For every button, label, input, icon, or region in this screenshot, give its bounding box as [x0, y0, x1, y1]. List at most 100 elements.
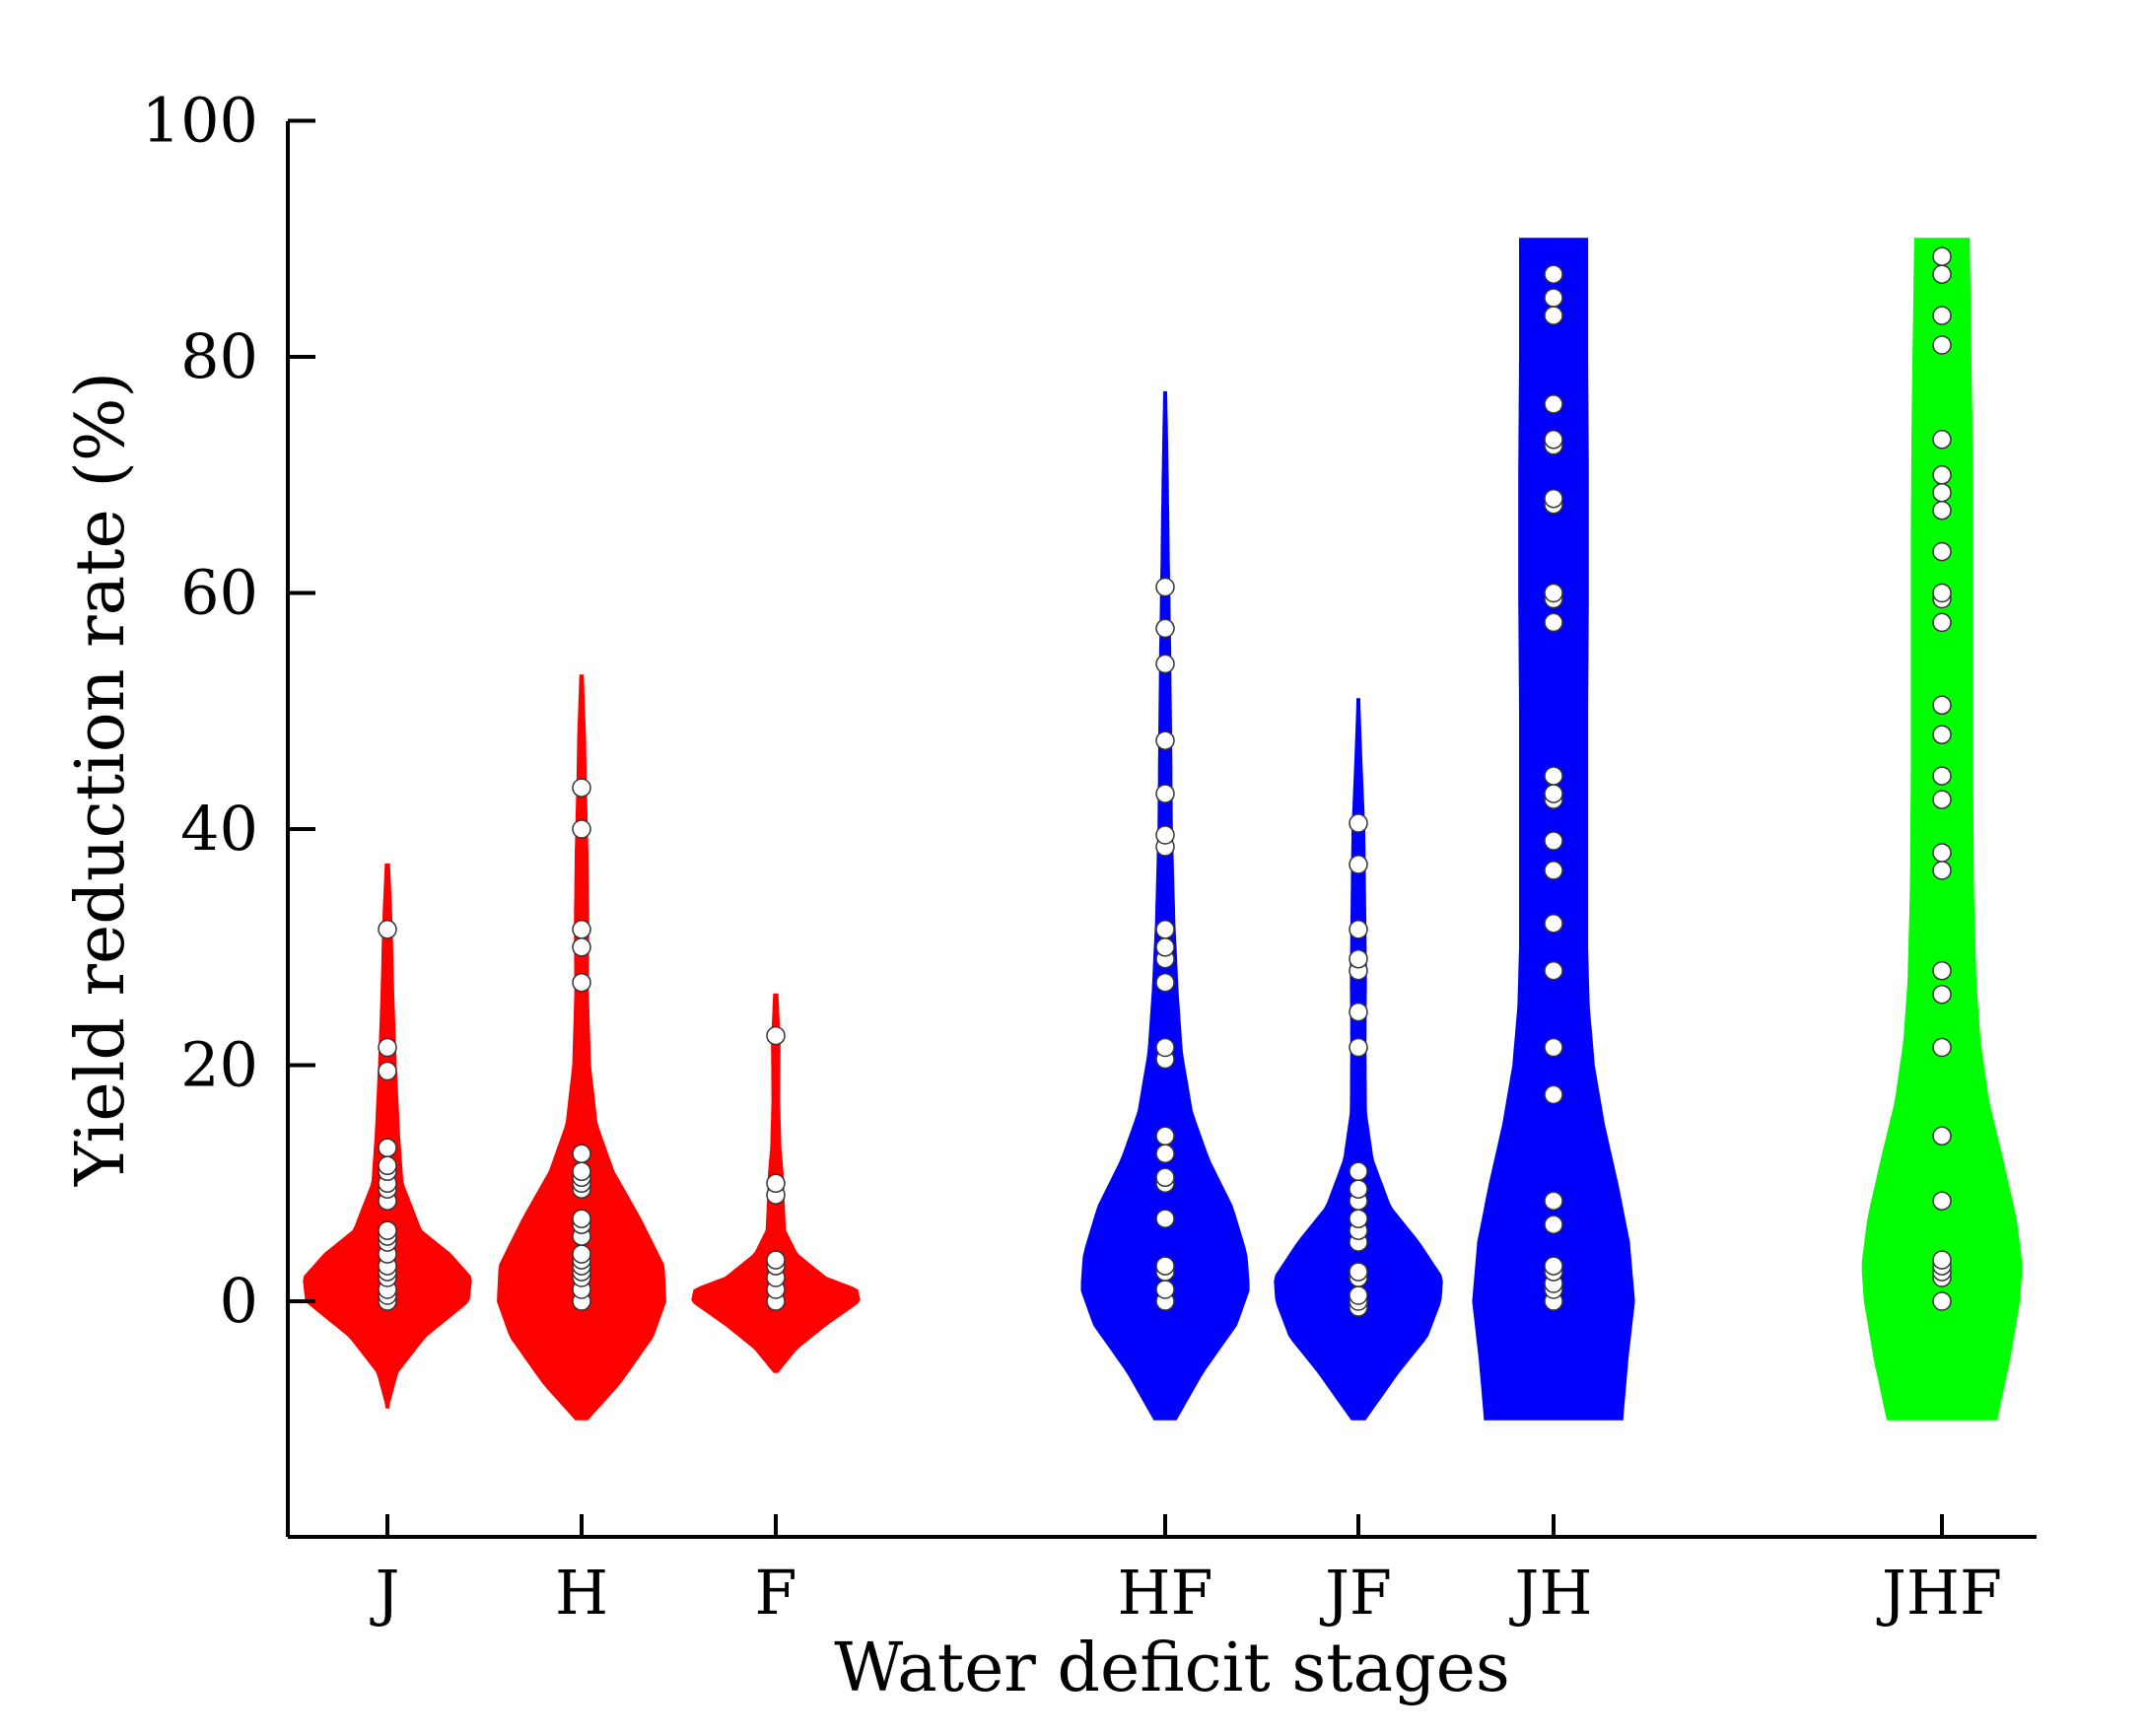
data-point-jh-23	[1544, 394, 1563, 414]
data-point-jhf-7	[1932, 1037, 1952, 1058]
data-point-jh-20	[1544, 488, 1563, 509]
data-point-jf-4	[1349, 1262, 1368, 1282]
data-point-jhf-4	[1932, 1250, 1952, 1270]
data-point-hf-21	[1155, 577, 1175, 597]
data-point-jhf-23	[1932, 430, 1952, 450]
data-point-hf-18	[1155, 730, 1175, 750]
data-point-jh-4	[1544, 1256, 1563, 1276]
data-point-hf-1	[1155, 1280, 1175, 1299]
data-point-jh-14	[1544, 784, 1563, 803]
data-point-hf-13	[1155, 937, 1175, 957]
data-point-jf-12	[1349, 1002, 1368, 1022]
data-point-jf-17	[1349, 813, 1368, 833]
data-point-jh-10	[1544, 914, 1563, 934]
data-point-jh-9	[1544, 960, 1563, 981]
data-point-h-9	[572, 1209, 591, 1228]
violin-hf	[1080, 390, 1250, 1421]
data-point-jf-2	[1349, 1285, 1368, 1305]
violin-h	[497, 674, 666, 1421]
data-point-jf-14	[1349, 948, 1368, 969]
data-point-hf-16	[1155, 825, 1175, 845]
x-tick-label-jh: JH	[1509, 1557, 1593, 1629]
data-point-f-7	[766, 1025, 786, 1046]
data-point-jf-11	[1349, 1037, 1368, 1058]
data-point-jhf-21	[1932, 482, 1952, 503]
data-point-h-6	[572, 1244, 591, 1264]
data-point-jf-7	[1349, 1209, 1368, 1228]
data-point-hf-7	[1155, 1144, 1175, 1164]
data-point-jh-12	[1544, 831, 1563, 851]
data-point-jhf-27	[1932, 246, 1952, 266]
y-ticks: 0 20 40 60 80 100	[142, 85, 315, 1337]
data-point-hf-17	[1155, 784, 1175, 803]
data-point-jh-11	[1544, 861, 1563, 880]
data-point-jf-16	[1349, 855, 1368, 874]
y-axis-title: Yield reduction rate (%)	[62, 372, 140, 1187]
data-point-h-17	[572, 920, 591, 939]
x-ticks: J H F HF JF JH JHF	[370, 1514, 2002, 1629]
data-point-jhf-13	[1932, 766, 1952, 786]
x-tick-label-f: F	[754, 1557, 796, 1629]
data-point-hf-3	[1155, 1256, 1175, 1276]
data-point-jhf-11	[1932, 843, 1952, 863]
data-point-jf-15	[1349, 920, 1368, 939]
data-point-jh-7	[1544, 1084, 1563, 1105]
data-point-hf-10	[1155, 1037, 1175, 1058]
data-point-jhf-22	[1932, 465, 1952, 485]
data-point-jhf-24	[1932, 335, 1952, 355]
y-tick-label-40: 40	[180, 793, 258, 865]
data-point-h-18	[572, 819, 591, 839]
data-point-jhf-25	[1932, 306, 1952, 325]
data-point-h-14	[572, 1144, 591, 1164]
data-point-jh-6	[1544, 1191, 1563, 1211]
data-point-jhf-18	[1932, 583, 1952, 603]
y-tick-label-60: 60	[180, 557, 258, 629]
data-point-hf-8	[1155, 1126, 1175, 1146]
x-tick-label-h: H	[555, 1557, 608, 1629]
data-point-jhf-14	[1932, 725, 1952, 744]
data-point-hf-6	[1155, 1167, 1175, 1188]
data-point-h-15	[572, 972, 591, 993]
data-point-jhf-20	[1932, 500, 1952, 521]
data-point-jh-8	[1544, 1037, 1563, 1058]
data-point-f-4	[766, 1250, 786, 1270]
violin-jf	[1274, 698, 1443, 1421]
y-tick-label-80: 80	[180, 320, 258, 392]
data-point-j-16	[378, 1061, 397, 1081]
data-point-jhf-19	[1932, 541, 1952, 562]
x-tick-label-j: J	[370, 1557, 400, 1629]
y-tick-label-20: 20	[180, 1029, 258, 1101]
data-point-jh-18	[1544, 583, 1563, 603]
data-point-hf-20	[1155, 618, 1175, 639]
points-layer	[378, 246, 1952, 1317]
y-tick-label-0: 0	[220, 1265, 258, 1337]
violin-jhf	[1861, 238, 2023, 1421]
x-tick-label-hf: HF	[1117, 1557, 1212, 1629]
data-point-jf-10	[1349, 1161, 1368, 1182]
data-point-j-17	[378, 1037, 397, 1058]
data-point-jhf-0	[1932, 1291, 1952, 1311]
data-point-jh-22	[1544, 430, 1563, 450]
data-point-hf-11	[1155, 972, 1175, 993]
data-point-j-14	[378, 1155, 397, 1176]
data-point-h-19	[572, 778, 591, 798]
data-point-jh-24	[1544, 306, 1563, 325]
data-point-jhf-16	[1932, 612, 1952, 633]
data-point-jhf-26	[1932, 264, 1952, 284]
data-point-jhf-9	[1932, 960, 1952, 981]
data-point-jhf-6	[1932, 1126, 1952, 1146]
data-point-jhf-8	[1932, 984, 1952, 1005]
data-point-jh-16	[1544, 612, 1563, 633]
violin-jh	[1472, 238, 1635, 1421]
data-point-hf-19	[1155, 654, 1175, 674]
data-point-jh-26	[1544, 264, 1563, 284]
violins-layer	[303, 238, 2023, 1421]
data-point-jh-5	[1544, 1215, 1563, 1234]
x-axis-title: Water deficit stages	[834, 1630, 1510, 1707]
data-point-j-18	[378, 920, 397, 939]
data-point-jf-9	[1349, 1179, 1368, 1199]
data-point-hf-14	[1155, 920, 1175, 939]
data-point-j-9	[378, 1220, 397, 1240]
data-point-h-13	[572, 1161, 591, 1182]
